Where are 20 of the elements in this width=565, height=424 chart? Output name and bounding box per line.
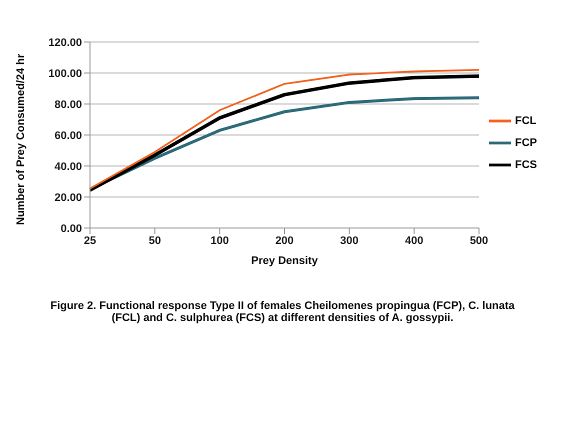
y-tick-label: 60.00 [54,130,82,142]
legend-label: FCP [515,136,537,149]
x-axis-title: Prey Density [251,255,319,267]
y-axis-title: Number of Prey Consumed/24 hr [14,53,27,225]
x-tick-label: 200 [275,234,294,247]
x-tick-label: 500 [470,234,488,247]
y-tick-label: 40.00 [54,160,82,173]
x-tick-label: 50 [148,234,161,247]
y-tick-label: 100.00 [48,68,82,80]
y-tick-label: 120.00 [48,36,82,49]
y-tick-label: 0.00 [60,222,82,235]
x-tick-label: 300 [340,234,359,247]
x-tick-label: 100 [210,234,229,247]
legend-label: FCL [515,114,536,127]
x-tick-label: 400 [404,234,424,247]
x-tick-label: 25 [84,234,96,247]
y-tick-label: 20.00 [54,192,82,204]
legend-label: FCS [515,159,537,172]
caption: Figure 2. Functional response Type II of females Cheilomenes propingua (FCP), C. lunata (FCL) and C. sulphurea (FCS) at different densities of A. gossypii. [49,300,516,324]
y-tick-label: 80.00 [54,98,82,111]
